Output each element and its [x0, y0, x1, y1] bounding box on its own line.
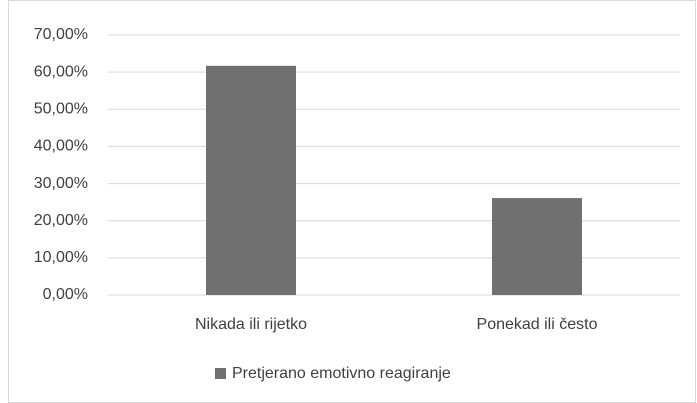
- y-tick-label: 50,00%: [34, 101, 88, 118]
- bar: [492, 198, 582, 295]
- bar: [206, 65, 296, 295]
- y-tick-label: 60,00%: [34, 63, 88, 80]
- legend-label: Pretjerano emotivno reagiranje: [232, 365, 451, 382]
- y-tick-label: 40,00%: [34, 138, 88, 155]
- x-tick-label: Nikada ili rijetko: [195, 316, 307, 333]
- x-tick-label: Ponekad ili često: [477, 316, 598, 333]
- y-tick-label: 70,00%: [34, 26, 88, 43]
- y-tick-label: 10,00%: [34, 249, 88, 266]
- legend-swatch: [215, 368, 226, 379]
- y-tick-label: 20,00%: [34, 212, 88, 229]
- y-tick-label: 0,00%: [43, 286, 88, 303]
- chart-border: [8, 0, 696, 403]
- y-tick-label: 30,00%: [34, 175, 88, 192]
